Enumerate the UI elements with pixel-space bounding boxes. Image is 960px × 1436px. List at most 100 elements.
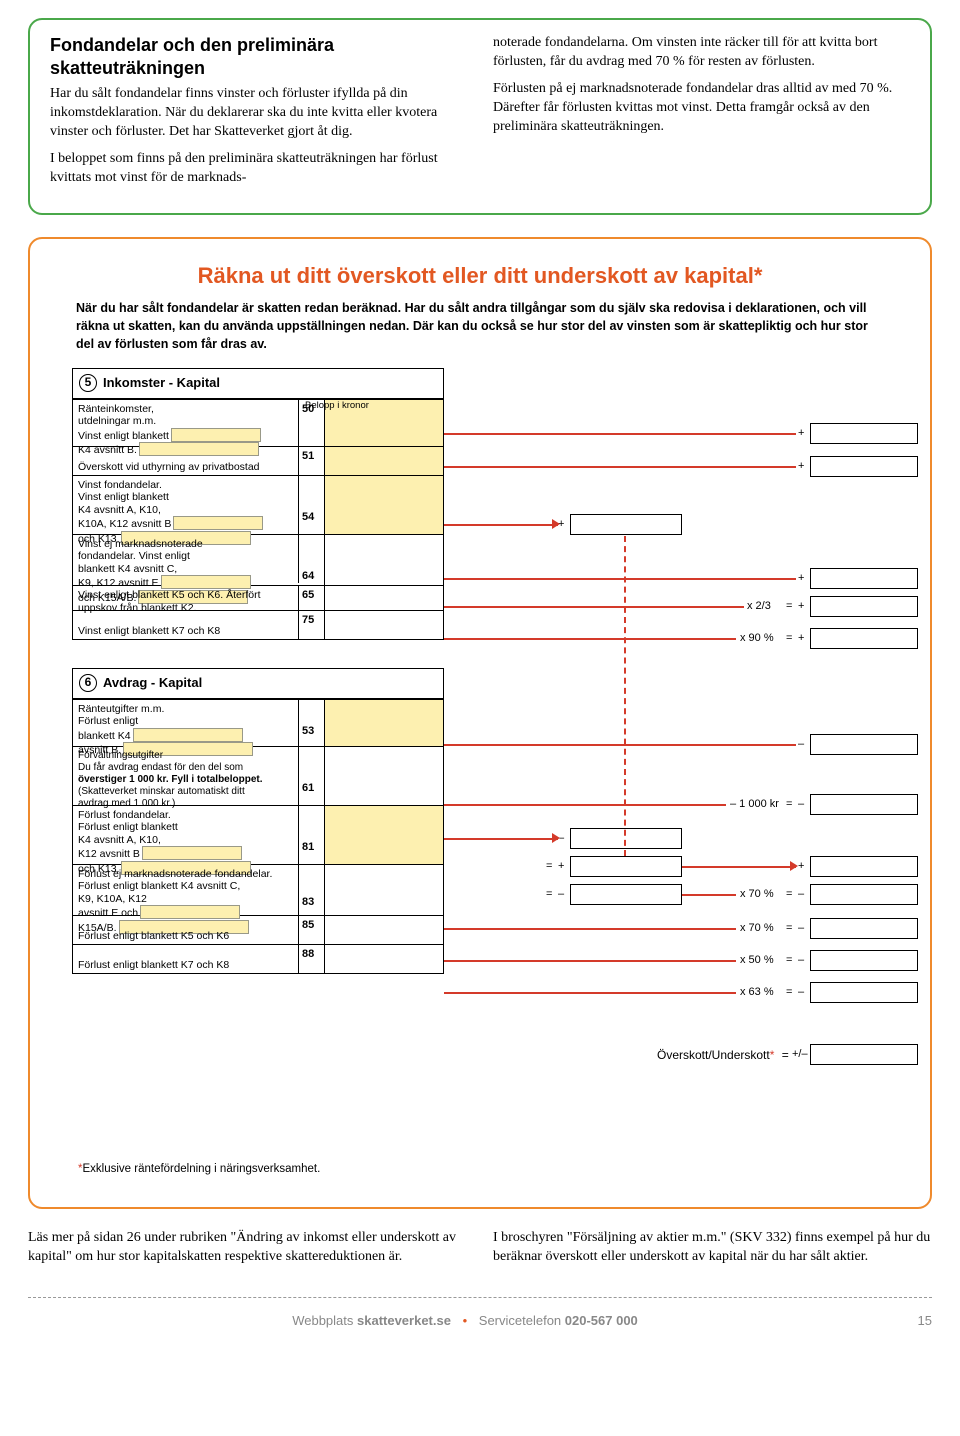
result-eq: =: [782, 1048, 789, 1062]
op-plus-81r: +: [798, 859, 804, 874]
op-minus-85: –: [798, 953, 804, 968]
box2-intro: När du har sålt fondandelar är skatten r…: [52, 299, 908, 367]
op-eq-83: =: [786, 921, 792, 936]
op-eq-65: =: [786, 599, 792, 614]
mid-box-81-minus[interactable]: [570, 828, 682, 849]
panel-avdrag: 6 Avdrag - Kapital Ränteutgifter m.m.För…: [72, 668, 444, 974]
mid-box-neg[interactable]: [570, 884, 682, 905]
op-m1000: – 1 000 kr: [730, 797, 779, 812]
right-box-61[interactable]: [810, 794, 918, 815]
mid-box-54[interactable]: [570, 514, 682, 535]
op-eq-x70a: =: [786, 887, 792, 902]
redline-81a: [444, 838, 558, 840]
box1-p2a: I beloppet som finns på den preliminära …: [50, 150, 467, 188]
op-plus-75: +: [798, 631, 804, 646]
op-x63: x 63 %: [740, 985, 774, 1000]
redline-50: [444, 433, 796, 435]
right-box-51[interactable]: [810, 456, 918, 477]
row-65-label: Vinst enligt blankett K5 och K6. Återför…: [73, 586, 299, 610]
op-eq-61: =: [786, 797, 792, 812]
box1-p2b: noterade fondandelarna. Om vinsten inte …: [493, 34, 910, 72]
op-x70a: x 70 %: [740, 887, 774, 902]
form-area: 5 Inkomster - Kapital Belopp i kronor Rä…: [72, 368, 908, 1158]
op-minus-53: –: [798, 737, 804, 752]
footnote: *Exklusive räntefördelning i näringsverk…: [78, 1162, 908, 1178]
arrow-54: [552, 519, 560, 529]
right-box-83[interactable]: [810, 918, 918, 939]
op-minus-61: –: [798, 797, 804, 812]
page-number: 15: [902, 1312, 932, 1330]
op-plus-64: +: [798, 571, 804, 586]
right-box-53[interactable]: [810, 734, 918, 755]
op-minus-neg: –: [558, 887, 564, 902]
right-box-88[interactable]: [810, 982, 918, 1003]
row-75-label: Vinst enligt blankett K7 och K8: [73, 611, 299, 639]
section-num-6: 6: [79, 674, 97, 692]
right-box-64[interactable]: [810, 568, 918, 589]
op-plus-65: +: [798, 599, 804, 614]
right-box-81[interactable]: [810, 856, 918, 877]
op-eq-75: =: [786, 631, 792, 646]
code-61: 61: [299, 747, 325, 805]
op-plus-81m: +: [558, 859, 564, 874]
result-label: Överskott/Underskott: [657, 1048, 770, 1062]
page-footer: Webbplats skatteverket.se • Servicetelef…: [28, 1297, 932, 1330]
right-box-85[interactable]: [810, 950, 918, 971]
redline-81r: [682, 866, 796, 868]
op-x70b: x 70 %: [740, 921, 774, 936]
code-64: 64: [299, 535, 325, 586]
redline-61: [444, 804, 726, 806]
op-plus-50: +: [798, 426, 804, 441]
code-85: 85: [299, 916, 325, 944]
result-op: +/–: [792, 1047, 808, 1062]
redline-x70a: [682, 894, 736, 896]
panel-inkomster: 5 Inkomster - Kapital Belopp i kronor Rä…: [72, 368, 444, 641]
op-eq-88: =: [786, 985, 792, 1000]
bottom-text: Läs mer på sidan 26 under rubriken "Ändr…: [28, 1229, 932, 1267]
right-box-x70a[interactable]: [810, 884, 918, 905]
redline-75: [444, 638, 736, 640]
mid-box-81-eq[interactable]: [570, 856, 682, 877]
code-75: 75: [299, 611, 325, 639]
box2-title: Räkna ut ditt överskott eller ditt under…: [52, 261, 908, 291]
op-eq-81m: =: [546, 859, 552, 874]
code-51: 51: [299, 447, 325, 475]
code-81: 81: [299, 806, 325, 864]
op-plus-51: +: [798, 459, 804, 474]
row-88-label: Förlust enligt blankett K7 och K8: [73, 945, 299, 973]
code-88: 88: [299, 945, 325, 973]
row-51-label: Överskott vid uthyrning av privatbostad: [73, 447, 299, 475]
code-53: 53: [299, 700, 325, 746]
result-box[interactable]: [810, 1044, 918, 1065]
belopp-label: Belopp i kronor: [305, 400, 369, 413]
footer-phone-pre: Servicetelefon: [479, 1313, 565, 1328]
redline-65: [444, 606, 744, 608]
right-box-75[interactable]: [810, 628, 918, 649]
redline-88: [444, 992, 736, 994]
box1-p3: Förlusten på ej marknadsnoterade fondand…: [493, 80, 910, 137]
op-x90: x 90 %: [740, 631, 774, 646]
row-85-label: Förlust enligt blankett K5 och K6: [73, 916, 299, 944]
redline-64: [444, 578, 796, 580]
footer-site-pre: Webbplats: [292, 1313, 357, 1328]
op-x50: x 50 %: [740, 953, 774, 968]
redline-53: [444, 744, 796, 746]
redline-51: [444, 466, 796, 468]
footer-site: skatteverket.se: [357, 1313, 451, 1328]
redline-54: [444, 524, 558, 526]
right-box-50[interactable]: [810, 423, 918, 444]
box1-title: Fondandelar och den preliminära skatteut…: [50, 34, 467, 79]
right-box-65[interactable]: [810, 596, 918, 617]
op-eq-neg: =: [546, 887, 552, 902]
op-minus-83: –: [798, 921, 804, 936]
footer-phone: 020-567 000: [565, 1313, 638, 1328]
op-minus-88: –: [798, 985, 804, 1000]
op-minus-x70a: –: [798, 887, 804, 902]
red-dash-vertical: [624, 536, 626, 856]
orange-calc-box: Räkna ut ditt överskott eller ditt under…: [28, 237, 932, 1209]
code-65: 65: [299, 586, 325, 610]
green-info-box: Fondandelar och den preliminära skatteut…: [28, 18, 932, 215]
box1-p1: Har du sålt fondandelar finns vinster oc…: [50, 85, 467, 142]
redline-85: [444, 960, 736, 962]
section-title-5: Inkomster - Kapital: [103, 374, 220, 392]
